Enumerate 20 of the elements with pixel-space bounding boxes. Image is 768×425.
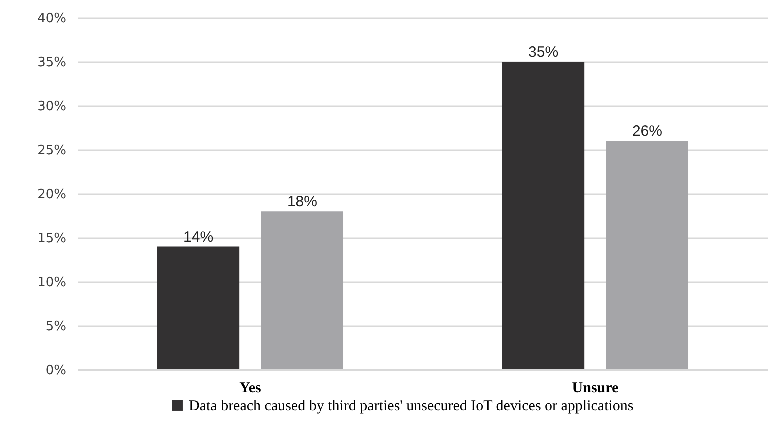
- data-label: 35%: [528, 44, 559, 61]
- x-tick-label: Unsure: [572, 380, 620, 396]
- data-label: 18%: [287, 194, 318, 211]
- y-tick-label: 10%: [38, 276, 66, 290]
- y-tick-label: 20%: [38, 188, 66, 202]
- y-tick-label: 35%: [38, 56, 66, 70]
- legend-label: Data breach caused by third parties' unsecured IoT devices or applications: [189, 398, 634, 414]
- bar: [157, 246, 240, 370]
- data-label: 26%: [632, 123, 662, 140]
- bar: [606, 141, 689, 370]
- data-label: 14%: [184, 228, 214, 246]
- y-tick-label: 0%: [46, 364, 66, 378]
- bar: [502, 62, 585, 370]
- y-tick-label: 25%: [38, 144, 66, 158]
- x-tick-label: Yes: [240, 380, 262, 396]
- bar: [261, 212, 344, 370]
- y-tick-label: 5%: [46, 320, 66, 334]
- y-tick-label: 30%: [38, 100, 66, 114]
- y-tick-label: 40%: [38, 12, 66, 26]
- y-tick-label: 15%: [38, 232, 66, 246]
